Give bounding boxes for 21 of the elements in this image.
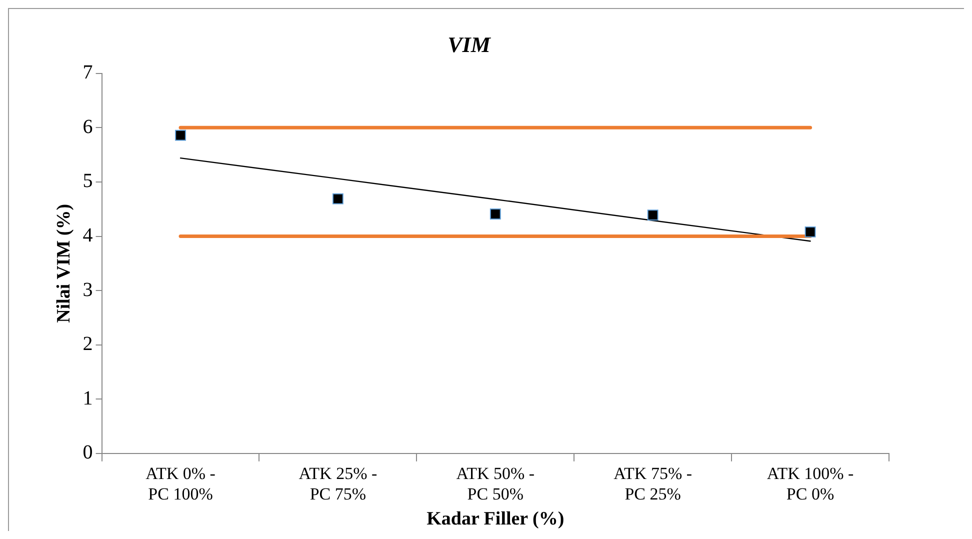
- y-tick-label: 7: [82, 62, 93, 84]
- y-axis-title: Nilai VIM (%): [53, 204, 74, 323]
- y-tick-label: 4: [82, 224, 93, 247]
- point: [647, 210, 658, 221]
- y-tick-label: 3: [82, 278, 93, 301]
- point: [175, 130, 186, 141]
- point: [490, 208, 501, 220]
- point: [332, 193, 344, 204]
- y-tick-label: 1: [82, 387, 93, 410]
- y-tick-label: 2: [82, 333, 93, 356]
- y-tick-label: 5: [82, 170, 93, 192]
- chart-title: VIM: [448, 32, 492, 57]
- y-tick-label: 0: [82, 442, 93, 464]
- x-tick-label: ATK 25% - PC 75%: [298, 464, 378, 504]
- x-tick-label: ATK 75% - PC 25%: [614, 464, 692, 504]
- x-tick-label: ATK 0% - PC 100%: [146, 464, 216, 504]
- x-axis-title: Kadar Filler (%): [426, 508, 564, 530]
- x-tick-label: ATK 100% - PC 0%: [766, 464, 854, 504]
- point: [804, 226, 816, 238]
- x-tick-label: ATK 50% - PC 50%: [456, 464, 535, 504]
- y-tick-label: 6: [82, 116, 93, 138]
